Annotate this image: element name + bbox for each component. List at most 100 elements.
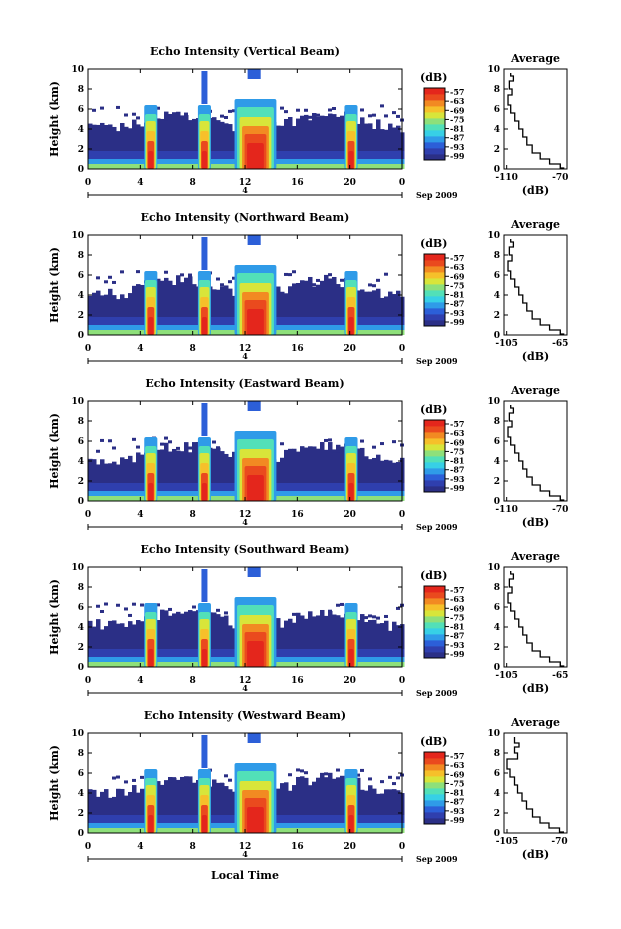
heatmap-cell-layer [292, 159, 297, 164]
heatmap-cell-layer [160, 649, 165, 657]
average-y-tick-label: 0 [494, 663, 500, 673]
heatmap-cell-layer [328, 662, 333, 667]
heatmap-cell-layer [164, 330, 169, 335]
heatmap-cell-layer [328, 657, 333, 662]
heatmap-cell-scatter [132, 437, 136, 441]
colorbar-segment [424, 812, 445, 819]
heatmap-cell-scatter [136, 445, 140, 449]
heatmap-cell-layer [332, 159, 337, 164]
heatmap-cell-layer [364, 317, 369, 325]
heatmap-cell-layer [100, 164, 105, 169]
heatmap-cell-layer [364, 662, 369, 667]
colorbar-segment [424, 806, 445, 813]
heatmap-cell-background [380, 793, 385, 833]
heatmap-cell-scatter [368, 614, 372, 618]
heatmap-cell-layer [356, 317, 361, 325]
heatmap-cell-layer [92, 815, 97, 823]
colorbar-tick-label: -99 [450, 317, 465, 327]
heatmap-cell-layer [336, 496, 341, 501]
heatmap-cell-layer [116, 662, 121, 667]
heatmap-cell-layer [220, 151, 225, 159]
colorbar-segment [424, 646, 445, 653]
heatmap-cell-layer [192, 649, 197, 657]
heatmap-cell-layer [92, 317, 97, 325]
heatmap-cell-layer [376, 151, 381, 159]
y-tick-label: 4 [78, 789, 84, 799]
heatmap-cell-background [288, 448, 293, 501]
heatmap-cell-layer [336, 815, 341, 823]
heatmap-cell-scatter [292, 612, 296, 616]
heatmap-cell-layer [100, 151, 105, 159]
heatmap-cell-layer [364, 159, 369, 164]
heatmap-cell-layer [304, 325, 309, 330]
heatmap-cell-layer [388, 317, 393, 325]
heatmap-cell-layer [396, 823, 401, 828]
heatmap-cell-layer [132, 491, 137, 496]
heatmap-cell-background [300, 776, 305, 833]
heatmap-cell-layer [96, 828, 101, 833]
heatmap-cell-layer [136, 649, 141, 657]
heatmap-cell-layer [128, 159, 133, 164]
heatmap-cell-layer [132, 330, 137, 335]
heatmap-cell-layer [284, 491, 289, 496]
heatmap-cell-background [340, 287, 345, 335]
heatmap-cell-layer [156, 483, 161, 491]
heatmap-cell-scatter [216, 277, 220, 281]
heatmap-cell-layer [132, 662, 137, 667]
heatmap-cell-layer [140, 330, 145, 335]
heatmap-cell-layer [396, 330, 401, 335]
heatmap-cell-scatter [180, 273, 184, 277]
colorbar-tick-label: -69 [450, 105, 465, 115]
heatmap-cell-background [316, 116, 321, 169]
heatmap-cell-layer [308, 662, 313, 667]
heatmap-cell-layer [360, 823, 365, 828]
y-tick-label: 2 [78, 311, 84, 321]
heatmap-cell-background [284, 782, 289, 833]
heatmap-cell-background [336, 284, 341, 335]
heatmap-cell-layer [388, 330, 393, 335]
heatmap-cell-layer [396, 649, 401, 657]
heatmap-cell-layer [368, 815, 373, 823]
heatmap-cell-background [168, 615, 173, 667]
heatmap-cell-layer [88, 317, 93, 325]
x-tick-label: 4 [137, 178, 143, 188]
heatmap-cell-layer [112, 159, 117, 164]
heatmap-cell-layer [360, 151, 365, 159]
rain-column-2 [201, 483, 208, 501]
heatmap-cell-background [100, 122, 105, 169]
heatmap-cell-layer [340, 649, 345, 657]
heatmap-cell-layer [188, 496, 193, 501]
heatmap-cell-layer [116, 330, 121, 335]
heatmap-cell-layer [216, 330, 221, 335]
colorbar-tick-label: -87 [450, 797, 464, 807]
heatmap-cell-scatter [376, 278, 380, 282]
heatmap-cell-layer [316, 159, 321, 164]
heatmap-cell-layer [292, 164, 297, 169]
heatmap-cell-layer [328, 164, 333, 169]
colorbar-tick-label: -87 [450, 465, 464, 475]
y-tick-label: 8 [78, 251, 84, 261]
heatmap-cell-layer [172, 815, 177, 823]
heatmap-cell-layer [316, 483, 321, 491]
heatmap-cell-layer [308, 657, 313, 662]
y-tick-label: 0 [78, 165, 84, 175]
x-tick-label: 0 [399, 344, 405, 354]
heatmap-cell-layer [320, 164, 325, 169]
heatmap-cell-layer [96, 649, 101, 657]
heatmap-cell-layer [164, 483, 169, 491]
heatmap-cell-layer [280, 662, 285, 667]
heatmap-cell-background [360, 789, 365, 833]
heatmap-cell-layer [96, 164, 101, 169]
heatmap-cell-background [296, 283, 301, 335]
heatmap-cell-layer [216, 483, 221, 491]
heatmap-cell-layer [100, 330, 105, 335]
rain-column-4 [348, 317, 354, 335]
heatmap-cell-layer [304, 496, 309, 501]
heatmap-cell-layer [388, 828, 393, 833]
heatmap-cell-layer [156, 151, 161, 159]
heatmap-cell-layer [128, 325, 133, 330]
heatmap-cell-layer [228, 151, 233, 159]
heatmap-cell-layer [392, 815, 397, 823]
heatmap-cell-layer [296, 662, 301, 667]
heatmap-cell-layer [304, 164, 309, 169]
